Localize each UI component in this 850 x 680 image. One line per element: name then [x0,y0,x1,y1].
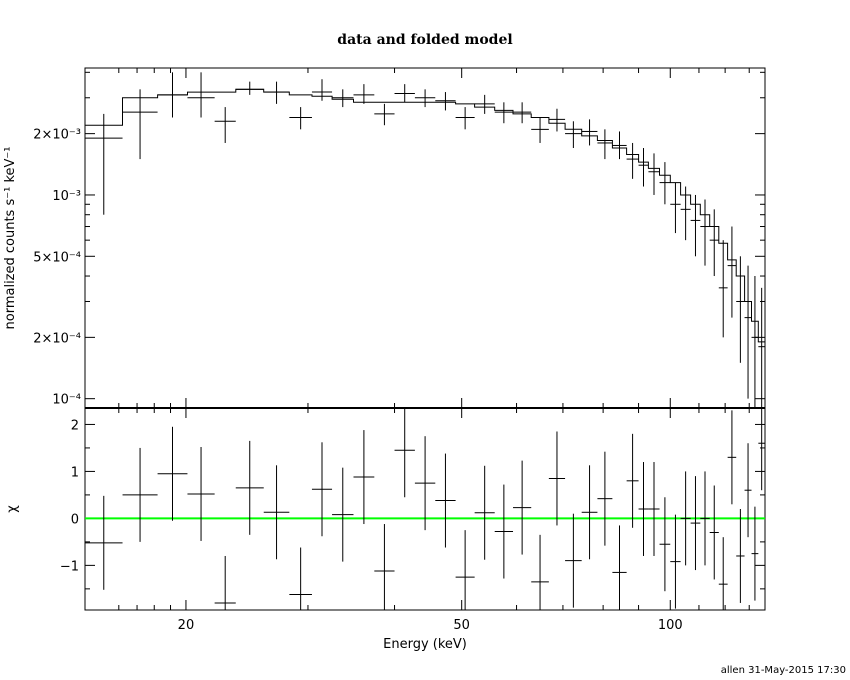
bottom-y-tick-label: 2 [71,418,79,433]
top-y-tick-label: 2×10⁻⁴ [33,331,81,346]
bottom-frame [84,407,766,611]
x-axis-label: Energy (keV) [383,637,467,652]
model-step-line [85,88,765,343]
x-tick-label: 100 [658,618,683,633]
top-y-axis-label: normalized counts s⁻¹ keV⁻¹ [3,147,18,330]
top-y-tick-label: 10⁻⁴ [52,393,81,408]
bottom-y-axis-label: χ [5,505,20,513]
timestamp-stamp: allen 31-May-2015 17:30 [721,665,846,676]
x-tick-label: 50 [453,618,470,633]
bottom-panel: 20 50 100 2 1 0 −1 [60,407,766,633]
top-y-tick-label: 2×10⁻³ [33,128,81,143]
top-y-tick-label: 10⁻³ [52,189,81,204]
top-panel: 2×10⁻³ 10⁻³ 5×10⁻⁴ 2×10⁻⁴ 10⁻⁴ [33,67,766,610]
bottom-y-tick-label: 1 [71,465,79,480]
chart-title: data and folded model [337,32,512,48]
top-y-tick-label: 5×10⁻⁴ [33,250,81,265]
top-frame [84,67,766,409]
bottom-y-tick-label: −1 [60,559,79,574]
x-tick-label: 20 [178,618,195,633]
bottom-y-tick-label: 0 [71,512,79,527]
